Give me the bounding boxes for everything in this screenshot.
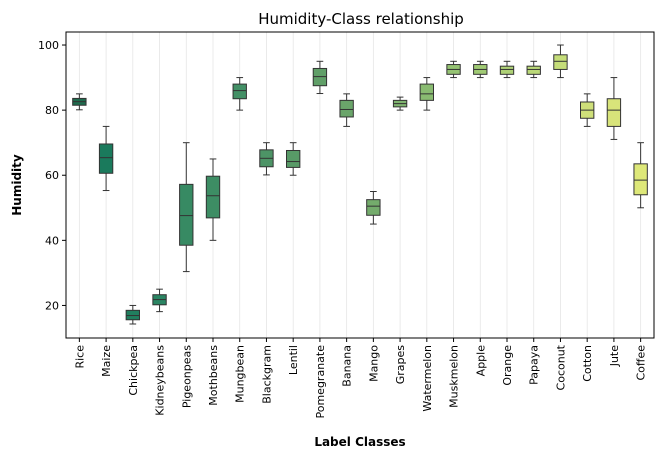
x-tick-label: Chickpea xyxy=(127,345,140,396)
x-tick-label: Muskmelon xyxy=(448,345,461,408)
box-papaya xyxy=(526,60,541,79)
box-pigeonpeas xyxy=(179,142,194,273)
x-tick-label: Orange xyxy=(501,345,514,386)
x-tick-label: Coffee xyxy=(635,345,648,381)
box-mango xyxy=(366,191,381,225)
box-iqr xyxy=(98,143,114,174)
box-blackgram xyxy=(259,142,274,176)
box-iqr xyxy=(419,83,434,101)
x-tick-label: Banana xyxy=(341,345,354,387)
x-tick-label: Kidneybeans xyxy=(154,345,167,416)
box-banana xyxy=(339,93,354,127)
x-tick-label: Watermelon xyxy=(421,345,434,412)
x-tick-label: Apple xyxy=(474,345,487,377)
box-mungbean xyxy=(232,77,247,111)
box-iqr xyxy=(205,175,221,219)
box-iqr xyxy=(499,65,515,75)
box-iqr xyxy=(633,163,648,196)
y-axis-label: Humidity xyxy=(10,154,24,216)
y-tick-label: 80 xyxy=(45,104,59,117)
box-iqr xyxy=(606,98,622,127)
box-iqr xyxy=(553,54,568,70)
x-tick-label: Mungbean xyxy=(234,345,247,403)
x-axis: Rice Maize Chickpea Kidneybeans Pigeonpeas Mo… xyxy=(73,338,648,419)
x-tick-label: Maize xyxy=(100,345,113,377)
box-coconut xyxy=(553,44,568,79)
x-tick-label: Coconut xyxy=(554,344,567,390)
x-tick-label: Grapes xyxy=(394,345,407,385)
box-rice xyxy=(72,93,87,111)
x-tick-label: Jute xyxy=(608,345,621,368)
x-tick-label: Pomegranate xyxy=(314,345,327,419)
box-lentil xyxy=(286,142,301,176)
y-tick-label: 20 xyxy=(45,299,59,312)
box-plots xyxy=(72,44,648,325)
x-tick-label: Blackgram xyxy=(260,345,273,404)
box-chickpea xyxy=(125,304,140,325)
x-tick-label: Mango xyxy=(367,345,380,382)
x-tick-label: Papaya xyxy=(528,345,541,385)
box-grapes xyxy=(392,96,408,111)
chart-title: Humidity-Class relationship xyxy=(258,10,464,28)
box-iqr xyxy=(339,99,354,118)
box-kidneybeans xyxy=(152,288,167,313)
box-cotton xyxy=(580,93,595,127)
box-coffee xyxy=(633,142,648,209)
box-jute xyxy=(606,77,622,140)
box-iqr xyxy=(179,183,194,246)
box-iqr xyxy=(526,65,541,75)
plot-frame xyxy=(65,31,655,339)
x-tick-label: Cotton xyxy=(581,345,594,382)
box-maize xyxy=(98,125,114,192)
y-tick-label: 100 xyxy=(38,39,59,52)
x-tick-label: Rice xyxy=(73,345,86,369)
box-iqr xyxy=(286,149,301,168)
x-tick-label: Pigeonpeas xyxy=(180,345,193,408)
box-pomegranate xyxy=(312,60,328,95)
x-axis-label: Label Classes xyxy=(314,435,405,449)
box-orange xyxy=(499,60,515,79)
box-apple xyxy=(473,60,488,79)
x-tick-label: Mothbeans xyxy=(207,345,220,406)
box-iqr xyxy=(366,199,381,216)
y-tick-label: 60 xyxy=(45,169,59,182)
box-muskmelon xyxy=(446,60,461,79)
y-axis: 20 40 60 80 100 xyxy=(38,39,66,312)
box-iqr xyxy=(232,83,247,100)
grid-lines xyxy=(78,32,642,338)
y-tick-label: 40 xyxy=(45,234,59,247)
box-watermelon xyxy=(419,77,434,111)
x-tick-label: Lentil xyxy=(287,345,300,375)
box-mothbeans xyxy=(205,158,221,241)
